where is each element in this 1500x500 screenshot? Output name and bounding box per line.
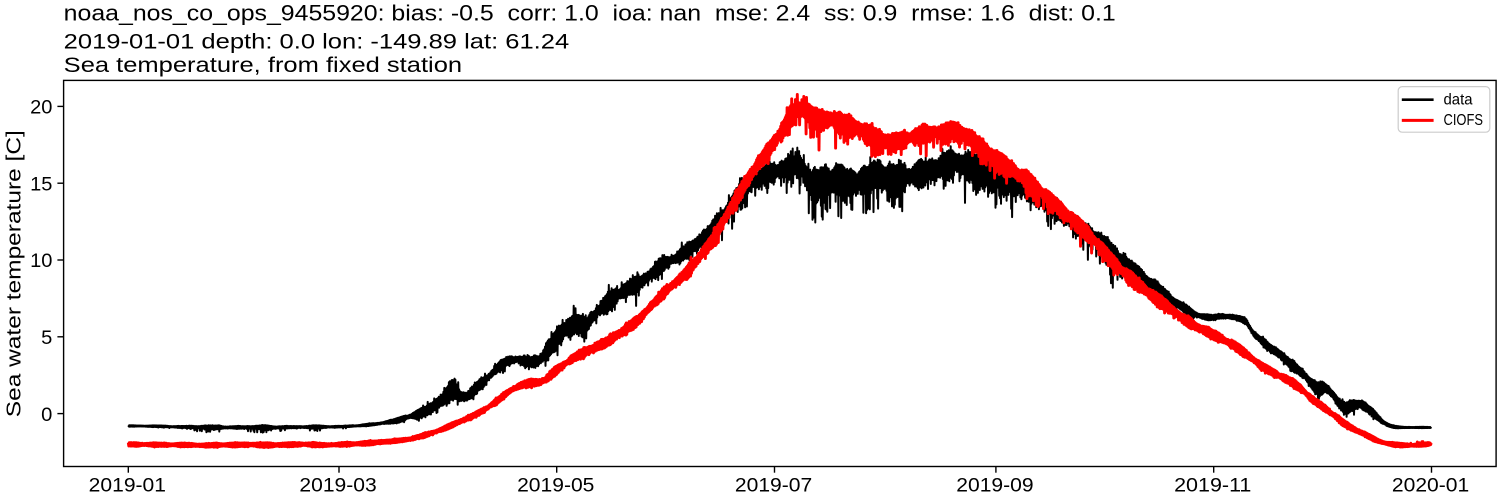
svg-text:data: data xyxy=(1444,91,1473,108)
svg-text:Sea water temperature [C]: Sea water temperature [C] xyxy=(4,130,26,417)
svg-text:2019-11: 2019-11 xyxy=(1174,475,1251,497)
svg-text:2020-01: 2020-01 xyxy=(1392,475,1469,497)
svg-text:noaa_nos_co_ops_9455920: bias:: noaa_nos_co_ops_9455920: bias: -0.5 corr… xyxy=(64,1,1116,26)
svg-text:15: 15 xyxy=(30,173,52,195)
svg-text:0: 0 xyxy=(41,404,52,426)
svg-text:2019-01-01 depth: 0.0 lon: -14: 2019-01-01 depth: 0.0 lon: -149.89 lat: … xyxy=(64,30,570,53)
svg-text:20: 20 xyxy=(30,97,52,119)
svg-text:2019-07: 2019-07 xyxy=(735,475,812,497)
svg-text:2019-09: 2019-09 xyxy=(956,475,1033,497)
svg-text:5: 5 xyxy=(41,327,52,349)
svg-text:CIOFS: CIOFS xyxy=(1444,112,1484,129)
svg-text:2019-01: 2019-01 xyxy=(89,475,166,497)
svg-text:2019-05: 2019-05 xyxy=(517,475,594,497)
svg-text:Sea temperature, from fixed st: Sea temperature, from fixed station xyxy=(64,54,462,77)
svg-text:2019-03: 2019-03 xyxy=(299,475,376,497)
svg-text:10: 10 xyxy=(30,250,52,272)
